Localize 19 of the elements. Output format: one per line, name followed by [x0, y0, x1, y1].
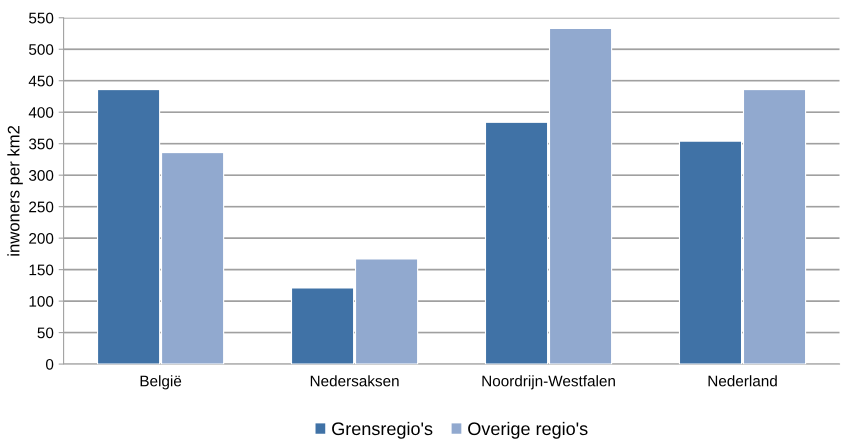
y-tick-label: 150 — [30, 264, 54, 276]
y-tick-label: 200 — [29, 233, 54, 244]
x-tick-label: Noordrijn-Westfalen — [482, 375, 615, 390]
y-tick-label: 500 — [29, 44, 54, 55]
y-tick-label: 400 — [28, 107, 54, 118]
x-tick-label: België — [140, 375, 182, 390]
y-axis-title: inwoners per km2 — [7, 126, 23, 256]
y-tick-label: 100 — [30, 296, 54, 307]
y-tick-label: 550 — [29, 12, 54, 24]
y-tick-label: 250 — [29, 202, 54, 212]
y-tick-label: 50 — [37, 327, 54, 338]
y-tick-label: 0 — [46, 358, 54, 370]
x-tick-label: Nederland — [708, 375, 777, 386]
x-tick-label: Nedersaksen — [310, 375, 399, 386]
y-tick-label: 450 — [28, 76, 54, 86]
y-tick-label: 350 — [28, 138, 54, 150]
legend-label: Overige regio's — [468, 422, 588, 439]
y-tick-label: 300 — [28, 170, 54, 181]
legend-label: Grensregio's — [332, 422, 432, 439]
